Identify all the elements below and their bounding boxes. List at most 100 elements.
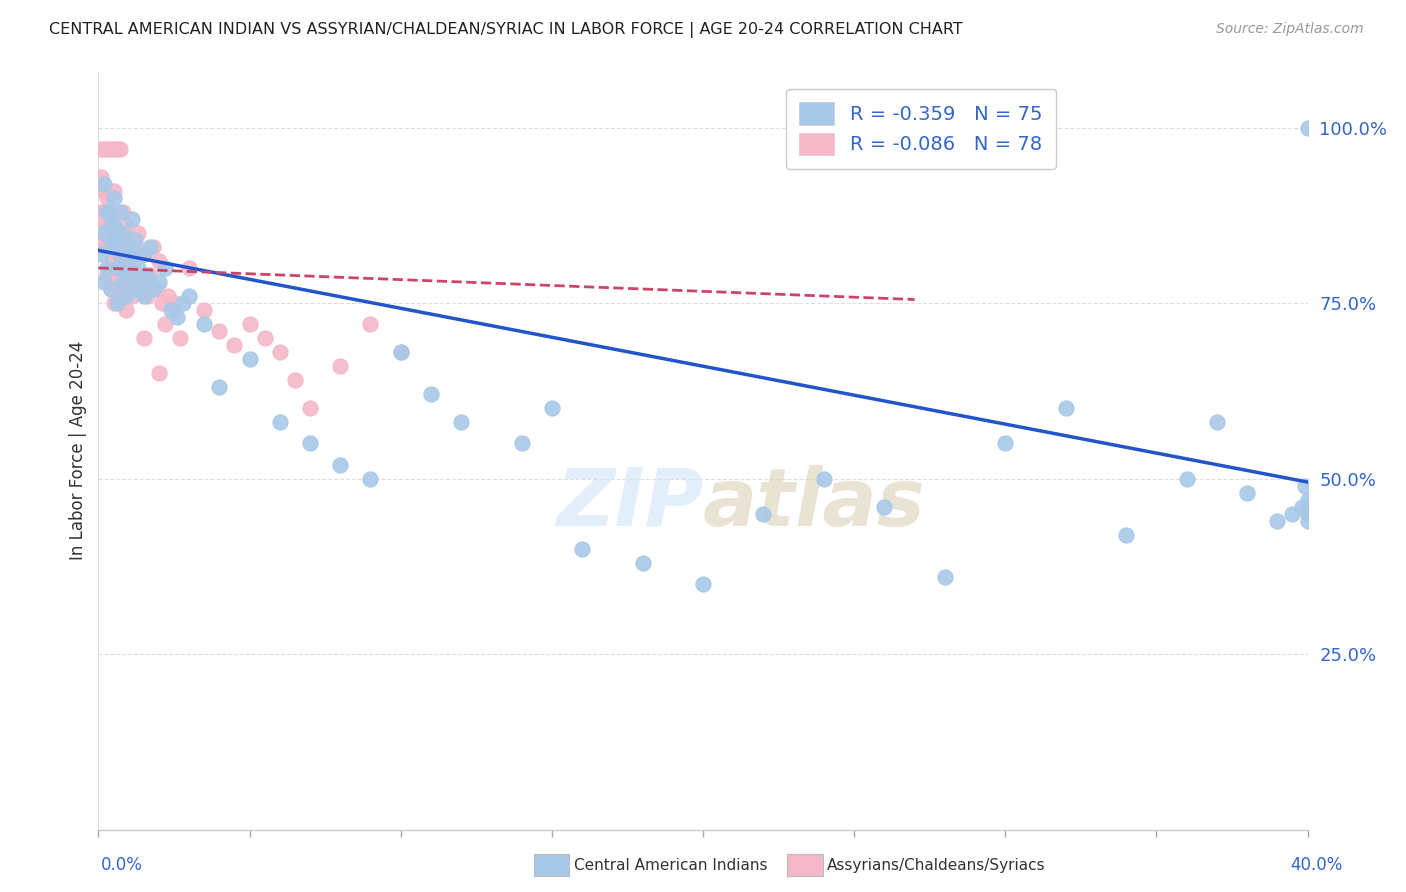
Point bbox=[111, 204, 134, 219]
Point bbox=[111, 226, 134, 240]
Point bbox=[873, 500, 896, 514]
Point bbox=[994, 436, 1017, 450]
Point bbox=[100, 226, 122, 240]
Point bbox=[253, 331, 276, 345]
Point bbox=[135, 268, 157, 282]
Point bbox=[142, 240, 165, 254]
Point bbox=[96, 268, 118, 282]
Point bbox=[90, 247, 112, 261]
Point bbox=[129, 275, 152, 289]
Point bbox=[121, 260, 143, 275]
Point bbox=[96, 204, 118, 219]
Point bbox=[124, 268, 146, 282]
Point bbox=[118, 268, 141, 282]
Point bbox=[103, 233, 125, 247]
Point bbox=[153, 260, 176, 275]
Point bbox=[118, 240, 141, 254]
Point bbox=[127, 226, 149, 240]
Point bbox=[166, 310, 188, 324]
Point bbox=[114, 289, 136, 303]
Point bbox=[1296, 492, 1319, 507]
Point bbox=[100, 142, 122, 156]
Point bbox=[156, 289, 179, 303]
Point bbox=[132, 247, 155, 261]
Point bbox=[450, 416, 472, 430]
Point bbox=[540, 401, 562, 416]
Text: CENTRAL AMERICAN INDIAN VS ASSYRIAN/CHALDEAN/SYRIAC IN LABOR FORCE | AGE 20-24 C: CENTRAL AMERICAN INDIAN VS ASSYRIAN/CHAL… bbox=[49, 22, 963, 38]
Point bbox=[105, 233, 128, 247]
Point bbox=[239, 317, 262, 331]
Point bbox=[179, 289, 201, 303]
Point bbox=[239, 352, 262, 367]
Point bbox=[121, 289, 143, 303]
Point bbox=[163, 296, 186, 310]
Point bbox=[124, 282, 146, 296]
Point bbox=[148, 275, 170, 289]
Point bbox=[111, 282, 134, 296]
Point bbox=[124, 233, 146, 247]
Point bbox=[129, 275, 152, 289]
Point bbox=[114, 303, 136, 318]
Point bbox=[179, 260, 201, 275]
Point bbox=[103, 191, 125, 205]
Point bbox=[1296, 514, 1319, 528]
Point bbox=[108, 204, 131, 219]
Point bbox=[360, 317, 382, 331]
Point bbox=[103, 296, 125, 310]
Text: 0.0%: 0.0% bbox=[101, 856, 143, 874]
Point bbox=[813, 471, 835, 485]
Point bbox=[108, 142, 131, 156]
Text: ZIP: ZIP bbox=[555, 465, 703, 542]
Point bbox=[510, 436, 533, 450]
Text: Source: ZipAtlas.com: Source: ZipAtlas.com bbox=[1216, 22, 1364, 37]
Point bbox=[93, 177, 115, 191]
Point bbox=[105, 142, 128, 156]
Point bbox=[299, 436, 322, 450]
Point bbox=[299, 401, 322, 416]
Point bbox=[172, 296, 194, 310]
Point bbox=[111, 275, 134, 289]
Point bbox=[163, 303, 186, 318]
Point bbox=[1296, 500, 1319, 514]
Point bbox=[100, 204, 122, 219]
Point bbox=[193, 317, 215, 331]
Point bbox=[224, 338, 246, 352]
Point bbox=[118, 282, 141, 296]
Point bbox=[389, 345, 412, 359]
Point bbox=[269, 416, 291, 430]
Text: Assyrians/Chaldeans/Syriacs: Assyrians/Chaldeans/Syriacs bbox=[827, 858, 1045, 872]
Point bbox=[420, 387, 443, 401]
Point bbox=[208, 380, 231, 394]
Point bbox=[118, 275, 141, 289]
Point bbox=[100, 247, 122, 261]
Point bbox=[1296, 120, 1319, 135]
Point bbox=[1296, 507, 1319, 521]
Point bbox=[96, 260, 118, 275]
Point bbox=[329, 458, 352, 472]
Point bbox=[121, 211, 143, 226]
Point bbox=[148, 254, 170, 268]
Point bbox=[114, 219, 136, 233]
Y-axis label: In Labor Force | Age 20-24: In Labor Force | Age 20-24 bbox=[69, 341, 87, 560]
Point bbox=[145, 282, 167, 296]
Point bbox=[1267, 514, 1289, 528]
Point bbox=[103, 260, 125, 275]
Point bbox=[96, 191, 118, 205]
Point bbox=[96, 204, 118, 219]
Point bbox=[105, 275, 128, 289]
Point bbox=[103, 142, 125, 156]
Point bbox=[139, 268, 162, 282]
Text: atlas: atlas bbox=[703, 465, 925, 542]
Point bbox=[118, 233, 141, 247]
Point bbox=[160, 303, 183, 318]
Point bbox=[111, 268, 134, 282]
Point bbox=[108, 289, 131, 303]
Point bbox=[100, 240, 122, 254]
Point bbox=[103, 275, 125, 289]
Point bbox=[169, 331, 191, 345]
Point bbox=[934, 570, 956, 584]
Point bbox=[105, 247, 128, 261]
Point bbox=[93, 219, 115, 233]
Point bbox=[108, 247, 131, 261]
Point bbox=[121, 247, 143, 261]
